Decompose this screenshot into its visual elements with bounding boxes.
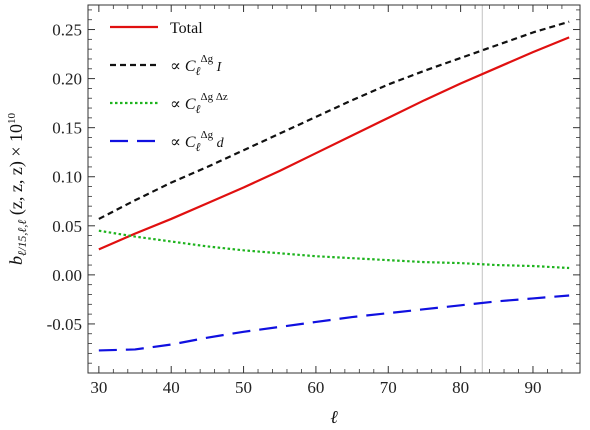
legend-label-4: ∝ CℓΔg d: [170, 129, 225, 154]
legend-label-1: Total: [170, 20, 203, 37]
x-tick-label: 90: [524, 378, 541, 397]
x-tick-label: 30: [90, 378, 107, 397]
x-tick-label: 80: [452, 378, 469, 397]
x-axis-label: ℓ: [330, 407, 338, 427]
legend-label-2: ∝ CℓΔg I: [170, 53, 223, 78]
series-line-4: [98, 294, 570, 352]
y-axis-label: bℓ/15,ℓ,ℓ (z, z, z) × 1010: [6, 113, 29, 265]
y-tick-label: -0.05: [47, 315, 82, 334]
series-line-1: [98, 36, 570, 251]
y-tick-label: 0.15: [52, 119, 82, 138]
y-tick-label: 0.00: [52, 266, 82, 285]
y-tick-label: 0.25: [52, 21, 82, 40]
y-tick-label: 0.05: [52, 217, 82, 236]
plot-area: [88, 5, 580, 373]
x-tick-label: 60: [307, 378, 324, 397]
x-tick-label: 70: [380, 378, 397, 397]
legend-label-3: ∝ CℓΔg Δz: [170, 91, 228, 116]
y-tick-label: 0.20: [52, 70, 82, 89]
plot-frame: [87, 4, 581, 374]
series-line-3: [98, 229, 570, 270]
x-tick-label: 40: [163, 378, 180, 397]
y-tick-label: 0.10: [52, 168, 82, 187]
x-tick-label: 50: [235, 378, 252, 397]
